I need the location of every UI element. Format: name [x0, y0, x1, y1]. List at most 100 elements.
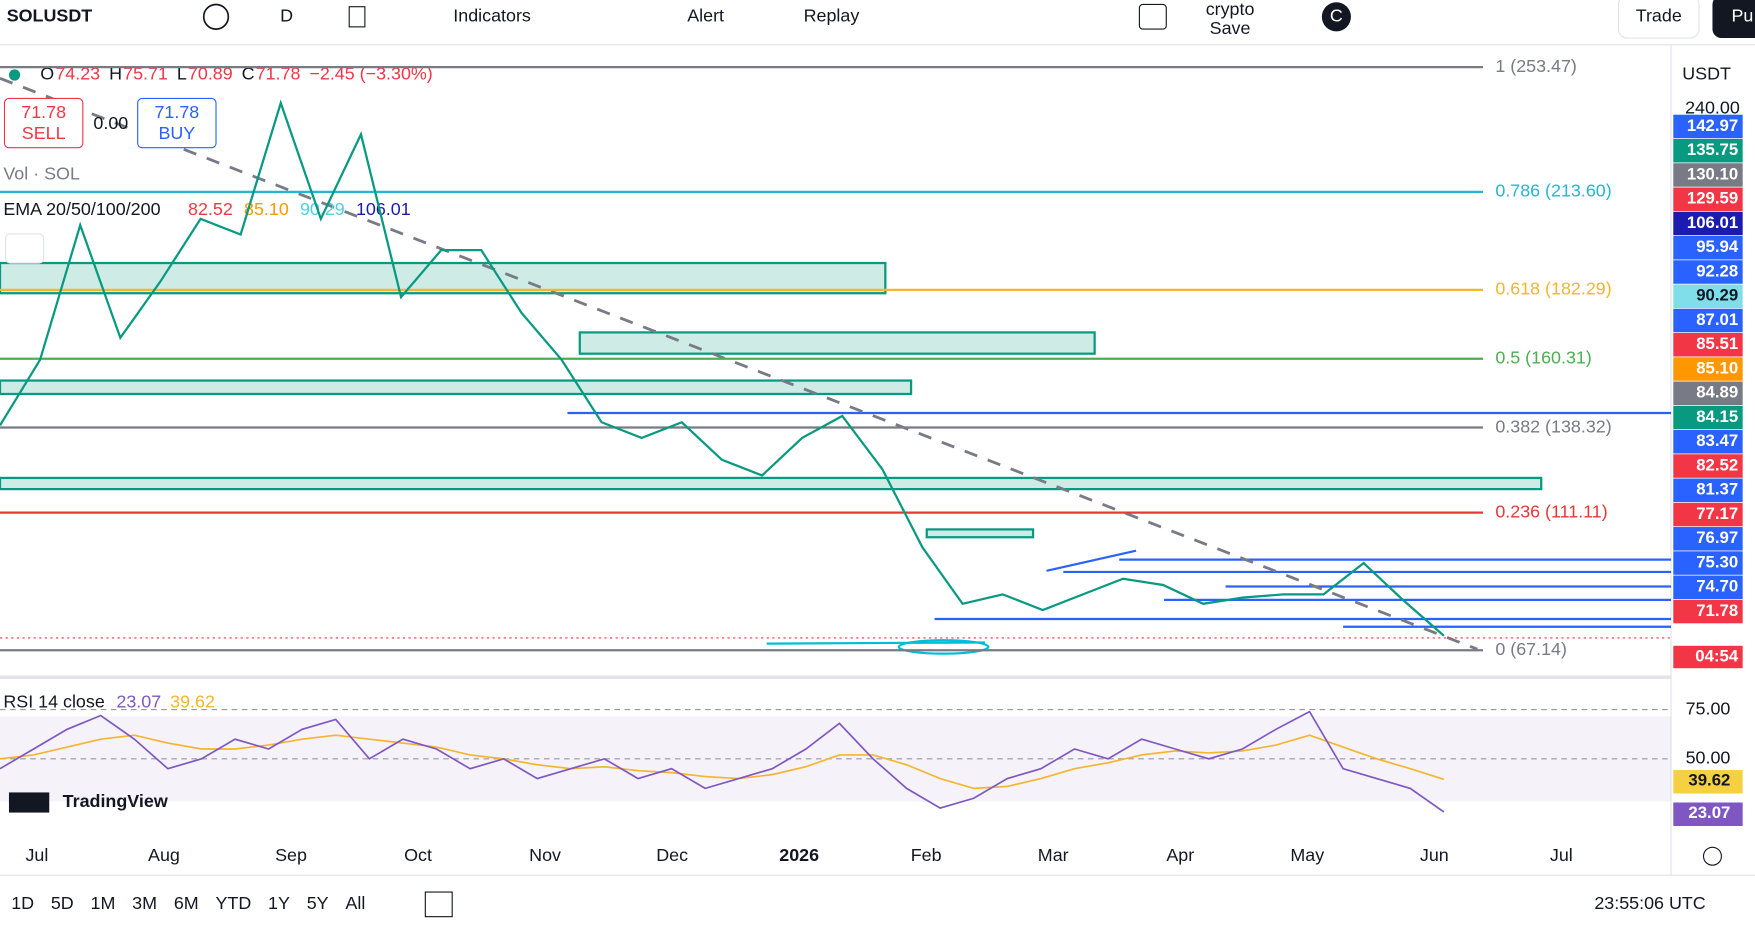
rsi-tick: 75.00 — [1686, 698, 1731, 718]
alert[interactable]: Alert — [687, 6, 724, 26]
sell-price[interactable]: 71.78 — [21, 102, 66, 122]
range-button[interactable]: 1D — [11, 893, 34, 913]
countdown-bg — [1673, 645, 1743, 669]
rsi-ma-tag: 39.62 — [1688, 771, 1730, 790]
price-tag: 74.70 — [1696, 577, 1738, 596]
ohlc-value: 70.89 — [188, 64, 233, 84]
symbol[interactable]: SOLUSDT — [7, 6, 93, 26]
top-tick: 240.00 — [1685, 97, 1740, 117]
price-tag: 85.10 — [1696, 358, 1738, 377]
price-tag: 92.28 — [1696, 261, 1738, 280]
chart-type[interactable] — [348, 6, 366, 28]
sell-label[interactable]: SELL — [22, 123, 66, 143]
ohlc-value: 74.23 — [55, 64, 100, 84]
range-button[interactable]: 6M — [174, 893, 199, 913]
buy-price[interactable]: 71.78 — [154, 102, 199, 122]
price-tag-bg — [1673, 527, 1743, 551]
publish[interactable]: Pu — [1731, 6, 1753, 26]
highlight-line — [766, 641, 985, 645]
publish-bg[interactable] — [1712, 0, 1755, 39]
price-tag: 84.89 — [1696, 383, 1738, 402]
fib-label: 0.382 (138.32) — [1495, 416, 1611, 436]
layout-name[interactable]: crypto — [1206, 0, 1255, 19]
price-tag-bg — [1673, 114, 1743, 139]
price-tag: 135.75 — [1687, 140, 1738, 159]
add-symbol[interactable] — [202, 3, 230, 30]
fib-label: 0.786 (213.60) — [1495, 181, 1611, 201]
currency[interactable]: USDT — [1682, 64, 1731, 84]
trade-button-bg[interactable] — [1617, 0, 1700, 39]
rsi-tag: 23.07 — [1688, 803, 1730, 822]
rsi-line — [0, 710, 1445, 813]
price-tag-bg — [1673, 138, 1743, 163]
spread: 0.00 — [93, 113, 128, 133]
range-button[interactable]: 5Y — [307, 893, 329, 913]
price-tag: 85.51 — [1696, 334, 1738, 353]
interval[interactable]: D — [280, 6, 293, 26]
price-tag: 84.15 — [1696, 407, 1738, 426]
price-tag-bg — [1673, 260, 1743, 284]
indicators[interactable]: Indicators — [453, 6, 531, 26]
range-button[interactable]: 5D — [51, 893, 74, 913]
range-button[interactable]: 3M — [132, 893, 157, 913]
ema-title: EMA 20/50/100/200 — [3, 199, 160, 219]
time-label: Apr — [1166, 845, 1194, 865]
ohlc-value: 75.71 — [123, 64, 168, 84]
avatar-bg[interactable] — [1321, 2, 1351, 32]
highlight — [897, 639, 990, 655]
sell-box[interactable] — [3, 97, 84, 149]
zone — [0, 476, 1543, 491]
time-label: 2026 — [779, 845, 819, 865]
avatar[interactable]: C — [1330, 6, 1343, 26]
time-label: Oct — [404, 845, 432, 865]
range-button[interactable]: 1M — [91, 893, 116, 913]
range-button[interactable]: All — [345, 893, 365, 913]
settings-icon[interactable] — [1702, 846, 1722, 866]
price-tag: 75.30 — [1696, 552, 1738, 571]
ohlc-key: H — [109, 64, 122, 84]
trend-line — [1046, 549, 1137, 572]
collapse-button[interactable] — [5, 233, 45, 264]
buy-box[interactable] — [137, 97, 217, 149]
price-tag: 142.97 — [1687, 116, 1738, 135]
zones — [0, 261, 1543, 539]
price-tag-bg — [1673, 405, 1743, 430]
trade-button[interactable]: Trade — [1636, 6, 1682, 26]
replay[interactable]: Replay — [804, 6, 860, 26]
range-button[interactable]: YTD — [215, 893, 251, 913]
price-tag: 87.01 — [1696, 310, 1738, 329]
time-label: Nov — [529, 845, 561, 865]
price-tag: 83.47 — [1696, 431, 1738, 450]
price-tag-bg — [1673, 357, 1743, 381]
fib-label: 0.5 (160.31) — [1495, 347, 1591, 367]
clock: 23:55:06 UTC — [1594, 893, 1705, 913]
time-label: May — [1290, 845, 1324, 865]
price-tag: 130.10 — [1687, 164, 1738, 183]
rsi-tick: 50.00 — [1686, 748, 1731, 768]
save[interactable]: Save — [1210, 18, 1251, 38]
price-tag: 90.29 — [1696, 286, 1738, 305]
range-button[interactable]: 1Y — [268, 893, 290, 913]
calendar-icon[interactable] — [424, 891, 453, 918]
status-dot — [8, 69, 21, 81]
price-tag: 81.37 — [1696, 480, 1738, 499]
layout-icon[interactable] — [1138, 3, 1167, 30]
time-label: Dec — [656, 845, 688, 865]
price-tag: 82.52 — [1696, 455, 1738, 474]
horizontal-lines — [567, 411, 1672, 628]
ohlc-value: 71.78 — [256, 64, 301, 84]
dashed-trendline — [0, 77, 1478, 651]
brand: TradingView — [63, 791, 168, 811]
time-label: Sep — [275, 845, 307, 865]
volume-label: Vol · SOL — [3, 163, 80, 183]
zone — [0, 379, 913, 396]
price-tag-bg — [1673, 163, 1743, 187]
ema-value: 85.10 — [244, 199, 289, 219]
buy-label[interactable]: BUY — [158, 123, 195, 143]
rsi-ma-line — [0, 734, 1445, 790]
currency-bg[interactable] — [1675, 60, 1750, 90]
price-tag: 76.97 — [1696, 528, 1738, 547]
rsi-title: RSI 14 close — [3, 692, 104, 712]
time-label: Aug — [148, 845, 180, 865]
